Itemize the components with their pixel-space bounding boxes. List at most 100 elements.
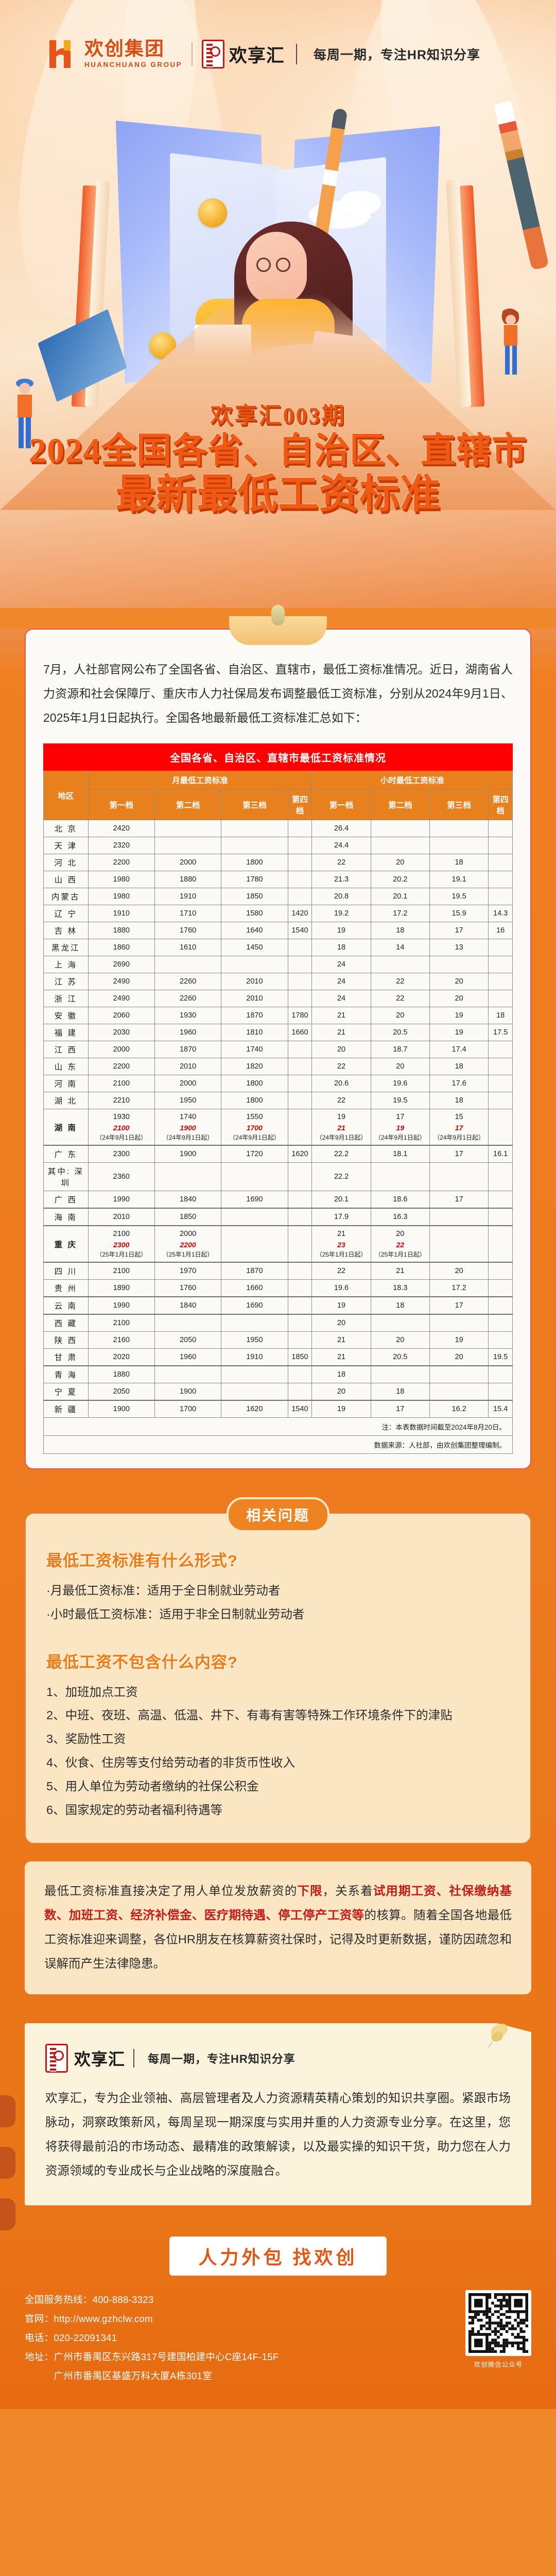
closing-seg-1: 最低工资标准直接决定了用人单位发放薪资的 — [44, 1884, 298, 1897]
row-value: 17.5 — [488, 1024, 513, 1042]
footer-contact-line: 广州市番禺区基盛万科大厦A栋301室 — [25, 2370, 213, 2381]
table-row: 广 东 2300 1900 1720 1620 22.2 18.1 17 16.1 — [43, 1145, 513, 1163]
row-region: 安 徽 — [43, 1007, 89, 1025]
row-value: 1880 — [154, 871, 222, 889]
row-value: 1910 — [88, 905, 155, 923]
row-value: 21 — [311, 1024, 371, 1042]
row-value: 1890 — [88, 1279, 155, 1298]
row-value: 18 — [429, 1058, 489, 1076]
row-value: 18 — [311, 1365, 371, 1384]
row-value: 2000 — [154, 1075, 222, 1093]
table-row: 江 西 2000 1870 1740 20 18.7 17.4 — [43, 1041, 513, 1059]
qr-code-caption: 欢创微信公众号 — [474, 2361, 523, 2368]
content-section: 7月，人社部官网公布了全国各省、自治区、直辖市，最低工资标准情况。近日，湖南省人… — [0, 616, 556, 2230]
row-value: 1690 — [221, 1296, 288, 1315]
row-value: 1990 — [88, 1296, 155, 1315]
header-tier: 第三档 — [429, 789, 489, 821]
row-value — [287, 1058, 312, 1076]
row-value: 19.1 — [429, 871, 489, 889]
row-value — [488, 1058, 513, 1076]
glasses-icon — [276, 258, 290, 272]
table-row: 浙 江 2490 2260 2010 24 22 20 — [43, 990, 513, 1008]
row-value: 20.2 — [370, 871, 430, 889]
row-region: 河 北 — [43, 854, 89, 872]
row-value: 1800 — [221, 1092, 288, 1110]
row-value: 1840 — [154, 1296, 222, 1315]
row-value: 19 — [311, 922, 371, 940]
group-name-cn: 欢创集团 — [84, 39, 165, 60]
row-value: 18.1 — [370, 1145, 430, 1163]
divider — [296, 44, 297, 64]
faq-answer-item: 2、中班、夜班、高温、低温、井下、有毒有害等特殊工作环境条件下的津贴 — [46, 1708, 453, 1722]
row-value — [287, 854, 312, 872]
header-region: 地区 — [43, 770, 89, 821]
row-value — [488, 1092, 513, 1110]
row-value — [221, 837, 288, 855]
header-tier: 第三档 — [221, 789, 288, 821]
row-value — [287, 1383, 312, 1401]
row-value: 17 — [370, 1400, 430, 1418]
row-value — [221, 956, 288, 974]
row-value — [287, 956, 312, 974]
row-value: 20 — [429, 990, 489, 1008]
row-value: 24 — [311, 990, 371, 1008]
row-value — [488, 1383, 513, 1401]
row-value: 21 — [311, 1331, 371, 1349]
row-value: 26.4 — [311, 820, 371, 838]
row-value: 18 — [429, 1092, 489, 1110]
data-card: 7月，人社部官网公布了全国各省、自治区、直辖市，最低工资标准情况。近日，湖南省人… — [25, 616, 531, 1470]
table-row: 广 西 1990 1840 1690 20.1 18.6 17 — [43, 1191, 513, 1209]
table-row: 江 苏 2490 2260 2010 24 22 20 — [43, 973, 513, 991]
qr-code-image — [465, 2290, 531, 2356]
row-value: 19 — [311, 1296, 371, 1315]
row-value: 20 22 （25年1月1日起） — [370, 1225, 430, 1263]
row-value: 20 — [311, 1314, 371, 1332]
row-value: 24 — [311, 956, 371, 974]
row-value: 1610 — [154, 939, 222, 957]
table-row: 福 建 2030 1960 1810 1660 21 20.5 19 17.5 — [43, 1024, 513, 1042]
row-region: 新 疆 — [43, 1400, 89, 1418]
row-region: 山 西 — [43, 871, 89, 889]
row-value — [488, 1225, 513, 1263]
row-value: 1980 — [88, 888, 155, 906]
row-region: 云 南 — [43, 1296, 89, 1315]
row-value: 2690 — [88, 956, 155, 974]
row-value: 2260 — [154, 973, 222, 991]
row-value — [287, 837, 312, 855]
table-row: 云 南 1990 1840 1690 19 18 17 — [43, 1296, 513, 1315]
row-value — [429, 1208, 489, 1227]
row-value — [287, 1191, 312, 1209]
row-value: 14 — [370, 939, 430, 957]
row-value: 1720 — [221, 1145, 288, 1163]
row-value: 1870 — [221, 1262, 288, 1280]
row-value: 16.2 — [429, 1400, 489, 1418]
row-value: 1450 — [221, 939, 288, 957]
row-value: 17.6 — [429, 1075, 489, 1093]
row-value: 2100 — [88, 1262, 155, 1280]
row-value: 22 — [370, 990, 430, 1008]
row-value — [488, 939, 513, 957]
table-row: 四 川 2100 1970 1870 22 21 20 — [43, 1262, 513, 1280]
row-value: 24 — [311, 973, 371, 991]
row-value: 1620 — [221, 1400, 288, 1418]
row-region: 陕 西 — [43, 1331, 89, 1349]
page-title-line1: 2024全国各省、自治区、直辖市 — [28, 431, 527, 470]
row-value: 18 — [429, 854, 489, 872]
row-value — [429, 956, 489, 974]
row-value — [221, 1162, 288, 1192]
table-row: 宁 夏 2050 1900 20 18 — [43, 1383, 513, 1401]
row-value — [287, 1314, 312, 1332]
row-value: 1420 — [287, 905, 312, 923]
row-value — [429, 820, 489, 838]
faq-answer-item: 6、国家规定的劳动者福利待遇等 — [46, 1803, 223, 1817]
row-region: 四 川 — [43, 1262, 89, 1280]
faq-answer-list-1: ·月最低工资标准：适用于全日制就业劳动者 ·小时最低工资标准：适用于非全日制就业劳… — [46, 1579, 510, 1626]
row-value: 2360 — [88, 1162, 155, 1192]
table-row: 安 徽 2060 1930 1870 1780 21 20 19 18 — [43, 1007, 513, 1025]
row-value: 1540 — [287, 1400, 312, 1418]
row-value — [488, 820, 513, 838]
row-value: 18.7 — [370, 1041, 430, 1059]
row-value — [488, 1162, 513, 1192]
row-value — [287, 1041, 312, 1059]
row-value — [488, 871, 513, 889]
